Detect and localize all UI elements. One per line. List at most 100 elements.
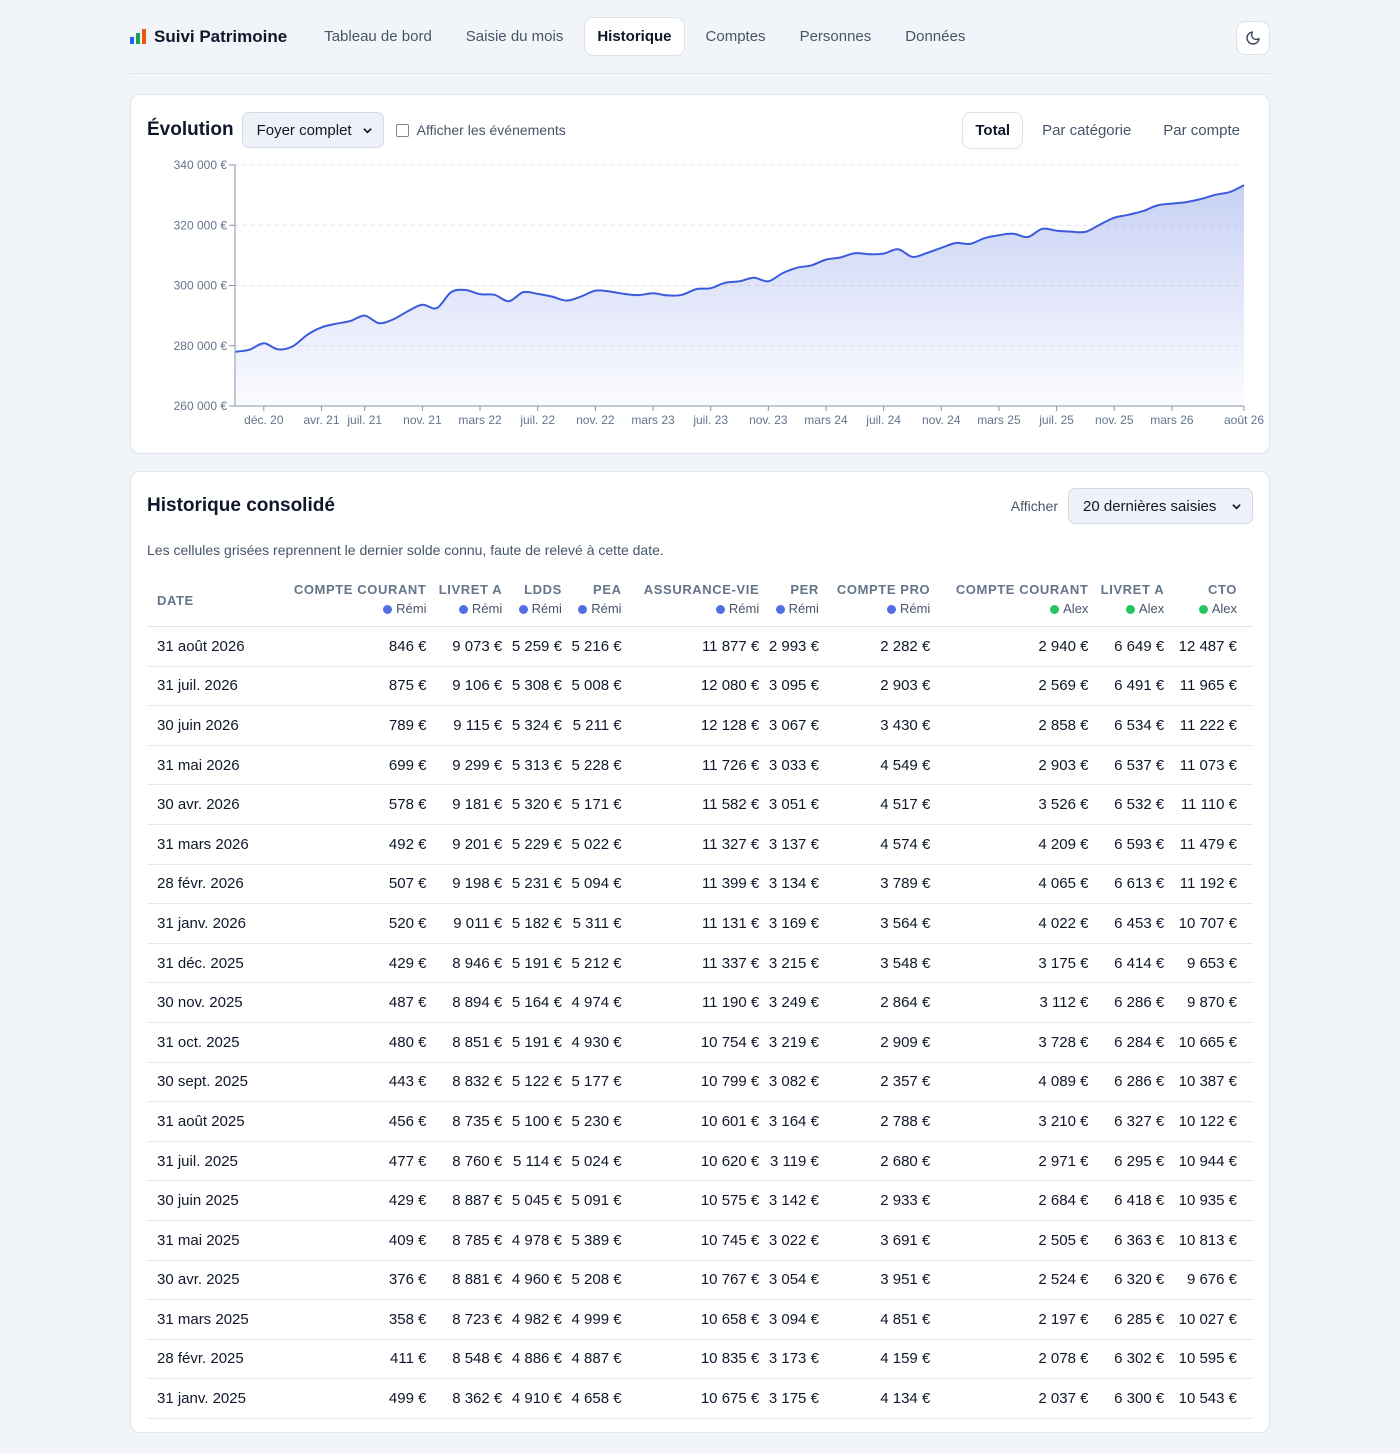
balance-cell: 2 940 €	[930, 626, 1089, 667]
balance-cell: 12 128 €	[621, 705, 760, 746]
balance-cell: 429 €	[268, 943, 427, 984]
balance-cell: 3 548 €	[818, 943, 931, 984]
balance-cell: 492 €	[268, 824, 427, 865]
column-header-label: Compte courant	[293, 582, 427, 597]
balance-cell: 4 887 €	[561, 1339, 622, 1380]
tab-donnees[interactable]: Données	[905, 28, 966, 45]
balance-cell: 4 999 €	[561, 1299, 622, 1340]
balance-cell: 2 864 €	[818, 982, 931, 1023]
balance-cell: 5 389 €	[561, 1220, 622, 1261]
balance-cell: 3 951 €	[818, 1260, 931, 1301]
balance-cell: 3 137 €	[759, 824, 819, 865]
column-header-label: Date	[157, 592, 194, 608]
balance-cell: 2 993 €	[759, 626, 819, 667]
balance-cell: 10 543 €	[1164, 1378, 1253, 1419]
balance-cell: 6 286 €	[1088, 1062, 1165, 1103]
balance-cell: 3 564 €	[818, 903, 931, 944]
balance-cell: 3 051 €	[759, 784, 819, 825]
table-row: 30 avr. 2026 578 €9 181 €5 320 €5 171 €11…	[147, 784, 1253, 825]
x-tick-label: juil. 22	[519, 413, 555, 427]
evolution-header: Évolution Foyer complet Afficher les évé…	[147, 111, 1253, 149]
history-title: Historique consolidé	[147, 495, 335, 516]
table-row: 31 août 2026 846 €9 073 €5 259 €5 216 €11…	[147, 626, 1253, 667]
owner-dot	[715, 605, 725, 614]
show-count-select[interactable]: 20 dernières saisies	[1068, 488, 1253, 524]
scope-select[interactable]: Foyer complet	[241, 112, 384, 148]
column-header: Assurance-vie Rémi	[621, 578, 760, 627]
balance-cell: 2 971 €	[930, 1141, 1089, 1182]
column-owner: Alex	[1164, 601, 1237, 616]
balance-cell: 8 894 €	[426, 982, 503, 1023]
balance-cell: 3 215 €	[759, 943, 819, 984]
balance-cell: 499 €	[268, 1378, 427, 1419]
row-date: 31 janv. 2026	[147, 903, 269, 944]
balance-cell: 875 €	[268, 666, 427, 707]
column-header: PEA Rémi	[561, 578, 622, 627]
balance-cell: 480 €	[268, 1022, 427, 1063]
balance-cell: 3 134 €	[759, 864, 819, 905]
balance-cell: 10 944 €	[1164, 1141, 1253, 1182]
x-tick-label: nov. 21	[403, 413, 442, 427]
owner-name: Rémi	[728, 601, 760, 616]
table-row: 30 juin 2025 429 €8 887 €5 045 €5 091 €10…	[147, 1180, 1253, 1221]
balance-cell: 5 164 €	[502, 982, 562, 1023]
column-owner: Rémi	[268, 601, 426, 616]
bar-chart-icon	[130, 29, 146, 44]
balance-cell: 2 357 €	[818, 1062, 931, 1103]
balance-cell: 11 337 €	[621, 943, 760, 984]
balance-cell: 9 011 €	[426, 903, 503, 944]
balance-cell: 3 054 €	[759, 1260, 819, 1301]
events-toggle[interactable]: Afficher les événements	[395, 122, 566, 138]
history-table-body: 31 août 2026 846 €9 073 €5 259 €5 216 €11…	[147, 626, 1253, 1419]
balance-cell: 3 173 €	[759, 1339, 819, 1380]
tab-comptes[interactable]: Comptes	[705, 28, 766, 45]
balance-cell: 3 164 €	[759, 1101, 819, 1142]
balance-cell: 5 177 €	[561, 1062, 622, 1103]
view-par-compte-button[interactable]: Par compte	[1163, 121, 1240, 139]
column-header-label: Assurance-vie	[643, 582, 760, 597]
balance-cell: 3 112 €	[930, 982, 1089, 1023]
balance-cell: 11 110 €	[1164, 784, 1253, 825]
view-par-categorie-button[interactable]: Par catégorie	[1042, 121, 1132, 139]
evolution-chart: 340 000 € 320 000 € 300 000 € 280 000 € 260 …	[174, 158, 1265, 427]
balance-cell: 5 008 €	[561, 666, 622, 707]
theme-toggle-button[interactable]	[1236, 21, 1270, 55]
balance-cell: 10 027 €	[1164, 1299, 1253, 1340]
tab-historique[interactable]: Historique	[584, 17, 685, 56]
balance-cell: 4 517 €	[818, 784, 931, 825]
tab-saisie-du-mois[interactable]: Saisie du mois	[465, 28, 564, 45]
balance-cell: 8 832 €	[426, 1062, 503, 1103]
balance-cell: 9 106 €	[426, 666, 503, 707]
balance-cell: 3 169 €	[759, 903, 819, 944]
owner-dot	[775, 605, 785, 614]
column-header: Compte pro Rémi	[818, 578, 931, 627]
events-checkbox[interactable]	[395, 123, 409, 137]
x-tick-label: août 26	[1224, 413, 1264, 427]
balance-cell: 5 324 €	[502, 705, 562, 746]
balance-cell: 8 946 €	[426, 943, 503, 984]
balance-cell: 4 549 €	[818, 745, 931, 786]
owner-name: Alex	[1063, 601, 1089, 616]
balance-cell: 10 675 €	[621, 1378, 760, 1419]
balance-cell: 9 653 €	[1164, 943, 1253, 984]
tab-personnes[interactable]: Personnes	[799, 28, 872, 45]
column-header-label: Livret A	[1100, 582, 1165, 597]
brand-bar-1	[130, 37, 134, 44]
view-total-button[interactable]: Total	[962, 111, 1024, 149]
owner-name: Rémi	[788, 601, 819, 616]
balance-cell: 9 073 €	[426, 626, 503, 667]
balance-cell: 3 175 €	[759, 1378, 819, 1419]
balance-cell: 9 676 €	[1164, 1260, 1253, 1301]
balance-cell: 2 197 €	[930, 1299, 1089, 1340]
balance-cell: 10 575 €	[621, 1180, 760, 1221]
owner-name: Rémi	[531, 601, 562, 616]
balance-cell: 3 033 €	[759, 745, 819, 786]
brand[interactable]: Suivi Patrimoine	[130, 27, 287, 47]
chevron-down-icon	[362, 127, 372, 134]
balance-cell: 4 974 €	[561, 982, 622, 1023]
balance-cell: 5 094 €	[561, 864, 622, 905]
tab-tableau-de-bord[interactable]: Tableau de bord	[324, 28, 432, 45]
row-date: 30 nov. 2025	[147, 982, 269, 1023]
history-table-head: Date Compte courant Rémi Livret A Rémi LDDS Ré…	[147, 578, 1253, 627]
table-row: 31 janv. 2026 520 €9 011 €5 182 €5 311 €1…	[147, 903, 1253, 944]
